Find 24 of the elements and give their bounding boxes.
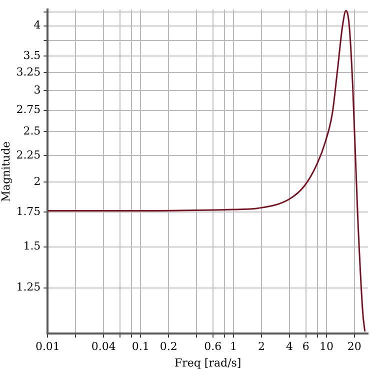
x-tick-label: 6 xyxy=(302,340,310,354)
x-tick-label: 2 xyxy=(258,340,265,354)
y-tick-label: 4 xyxy=(34,18,41,32)
y-tick-label: 1.5 xyxy=(23,240,41,253)
y-tick-label: 3.25 xyxy=(16,66,41,78)
x-tick-label: 0.6 xyxy=(204,340,222,354)
y-tick-label: 3 xyxy=(34,84,41,97)
y-tick-label: 2 xyxy=(34,174,41,188)
x-tick-label: 0.2 xyxy=(160,340,178,354)
x-tick-label: 0.01 xyxy=(35,340,60,354)
y-axis-title: Magnitude xyxy=(0,141,12,202)
x-axis-title: Freq [rad/s] xyxy=(174,356,242,370)
x-tick-label: 4 xyxy=(286,340,293,354)
x-tick-label: 10 xyxy=(319,340,334,354)
x-tick-label: 0.1 xyxy=(132,340,150,354)
y-tick-label: 1.75 xyxy=(16,204,41,218)
y-tick-label: 3.5 xyxy=(23,48,41,62)
y-tick-label: 2.25 xyxy=(16,148,41,162)
y-tick-label: 2.75 xyxy=(16,103,41,116)
x-tick-label: 1 xyxy=(230,340,238,354)
x-tick-label: 20 xyxy=(347,340,362,354)
y-tick-label: 2.5 xyxy=(23,124,41,138)
x-tick-label: 0.04 xyxy=(91,340,116,354)
y-tick-label: 1.25 xyxy=(16,280,41,294)
